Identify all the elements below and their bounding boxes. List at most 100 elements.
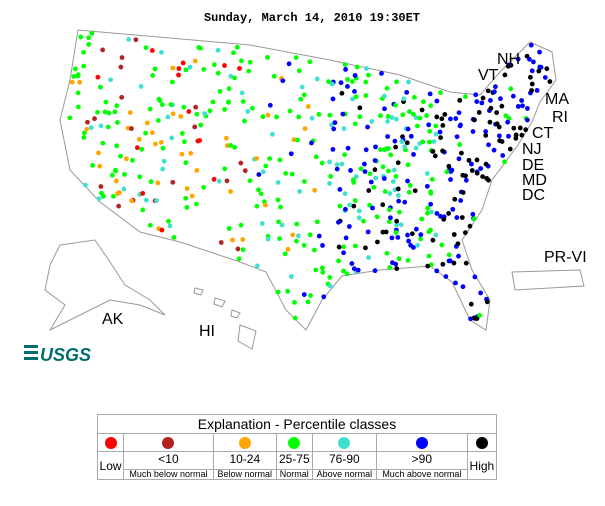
gage-dot	[291, 137, 297, 143]
gage-dot	[71, 74, 77, 79]
gage-dot	[472, 274, 478, 280]
gage-dot	[130, 157, 135, 163]
gage-dot	[404, 140, 410, 146]
gage-dot	[366, 188, 372, 193]
gage-dot	[327, 283, 333, 289]
gage-dot	[283, 170, 289, 176]
gage-dot	[364, 66, 369, 71]
gage-dot	[176, 72, 181, 78]
gage-dot	[339, 90, 345, 96]
gage-dot	[444, 169, 450, 175]
gage-dot	[188, 150, 194, 156]
gage-dot	[382, 189, 388, 194]
gage-dot	[474, 316, 480, 321]
gage-dot	[159, 227, 165, 233]
gage-dot	[519, 98, 525, 103]
gage-dot	[341, 126, 347, 131]
gage-dot	[134, 145, 140, 151]
legend-label: 25-75	[278, 452, 310, 466]
gage-dot	[170, 111, 176, 117]
gage-dot	[390, 260, 395, 266]
map-title: Sunday, March 14, 2010 19:30ET	[204, 11, 420, 25]
gage-dot	[404, 89, 410, 95]
gage-dot	[428, 201, 434, 207]
gage-dot	[434, 268, 440, 274]
gage-dot	[228, 73, 234, 79]
gage-dot	[394, 222, 400, 228]
gage-dot	[280, 78, 286, 84]
gage-dot	[288, 274, 294, 279]
legend-label-cell: >90 Much above normal	[375, 451, 468, 480]
gage-dot	[415, 242, 421, 248]
gage-dot	[394, 218, 400, 224]
gage-dot	[393, 102, 399, 108]
gage-dot	[479, 100, 485, 106]
gage-dot	[327, 181, 332, 186]
gage-dot	[336, 219, 341, 225]
gage-dot	[480, 95, 486, 101]
gage-dot	[256, 172, 262, 177]
gage-dot	[293, 55, 299, 61]
state-label: MA	[545, 91, 569, 108]
gage-dot	[312, 187, 318, 193]
gage-dot	[254, 203, 260, 209]
gage-dot	[159, 102, 165, 108]
gage-dot	[184, 186, 190, 191]
gage-dot	[363, 93, 369, 98]
gage-dot	[487, 119, 493, 125]
gage-dot	[385, 119, 390, 124]
gage-dot	[83, 182, 88, 188]
gage-dot	[96, 196, 102, 202]
gage-dot	[424, 113, 430, 118]
gage-dot	[143, 130, 148, 136]
gage-dot	[296, 68, 302, 74]
gage-dot	[388, 215, 393, 221]
gage-dot	[470, 211, 476, 217]
gage-dot	[88, 125, 94, 131]
gage-dot	[355, 267, 361, 273]
legend-dot	[162, 437, 175, 450]
gage-dot	[158, 139, 164, 145]
gage-dot	[329, 81, 335, 87]
gage-dot	[77, 79, 83, 85]
gage-dot	[434, 114, 440, 120]
gage-dot	[356, 215, 362, 221]
gage-dot	[368, 179, 374, 185]
gage-dot	[228, 189, 233, 194]
gage-dot	[103, 99, 109, 105]
gage-dot	[460, 190, 466, 195]
state-label: NH	[497, 51, 520, 68]
legend-swatch-cell	[311, 433, 377, 452]
gage-dot	[118, 153, 123, 159]
gage-dot	[352, 73, 358, 78]
gage-dot	[289, 171, 295, 177]
gage-dot	[296, 114, 302, 120]
gage-dot	[469, 161, 474, 167]
gage-dot	[109, 172, 115, 178]
gage-dot	[90, 162, 96, 168]
gage-dot	[350, 177, 356, 183]
gage-dot	[499, 103, 505, 109]
legend-label-cell: 76-90 Above normal	[311, 451, 377, 480]
gage-dot	[441, 216, 447, 222]
gage-dot	[84, 126, 90, 132]
gage-dot	[222, 63, 227, 68]
gage-dot	[336, 244, 342, 250]
gage-dot	[152, 66, 158, 72]
gage-dot	[460, 284, 466, 290]
gage-dot	[256, 187, 261, 193]
gage-dot	[154, 198, 159, 203]
legend-dot	[475, 437, 488, 450]
gage-dot	[75, 104, 81, 110]
gage-dot	[96, 150, 101, 156]
gage-dot	[457, 97, 463, 103]
gage-dot	[517, 125, 523, 131]
gage-dot	[469, 168, 475, 173]
state-label: HI	[199, 323, 215, 340]
gage-dot	[405, 232, 410, 238]
gage-dot	[138, 83, 144, 89]
gage-dot	[395, 186, 401, 192]
gage-dot	[149, 48, 155, 53]
gage-dot	[275, 197, 281, 203]
gage-dot	[97, 163, 103, 169]
